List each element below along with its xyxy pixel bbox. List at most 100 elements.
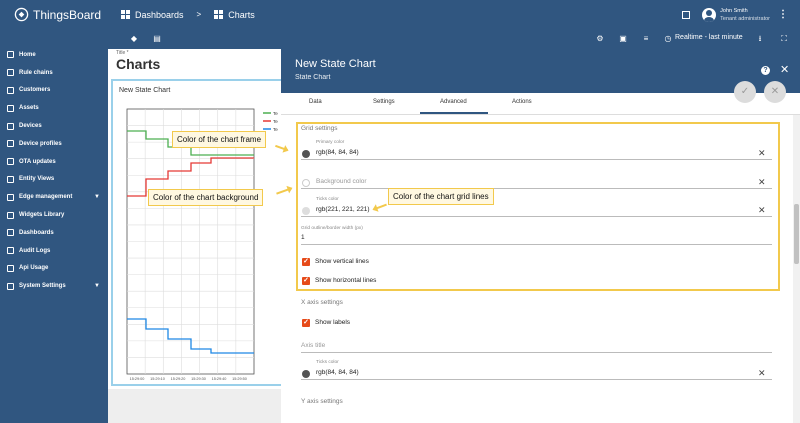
sidebar-item-system-settings[interactable]: System Settings ▼ xyxy=(0,277,108,295)
primary-color-swatch[interactable] xyxy=(302,150,310,158)
clear-ticks-color-icon[interactable]: ✕ xyxy=(758,205,766,215)
x-ticks-color-field[interactable]: rgb(84, 84, 84) xyxy=(316,369,359,376)
logo[interactable]: ThingsBoard xyxy=(0,7,121,22)
sidebar: Home Rule chains Customers Assets Device… xyxy=(0,29,108,423)
sidebar-item-assets[interactable]: Assets xyxy=(0,99,108,117)
sidebar-item-label: OTA updates xyxy=(19,158,56,165)
state-chart-widget[interactable]: New State Chart Te Te Te 15:29:00 15:29:10 15… xyxy=(111,79,296,386)
sidebar-item-label: Devices xyxy=(19,123,42,130)
breadcrumb-dashboards[interactable]: Dashboards xyxy=(135,9,184,20)
scrollbar-thumb[interactable] xyxy=(794,204,799,264)
user-name: John Smith xyxy=(720,7,748,14)
avatar[interactable] xyxy=(702,7,717,22)
tab-actions[interactable]: Actions xyxy=(512,99,532,105)
scrollbar-track[interactable] xyxy=(793,115,800,423)
outline-width-label: Grid outline/border width (px) xyxy=(301,226,363,231)
clear-x-ticks-color-icon[interactable]: ✕ xyxy=(758,368,766,378)
field-underline xyxy=(301,244,772,245)
x-tick-label: 15:29:20 xyxy=(171,377,186,381)
legend-label: Te xyxy=(273,111,278,116)
active-tab-indicator xyxy=(420,112,488,114)
sidebar-item-ota-updates[interactable]: OTA updates xyxy=(0,153,108,171)
top-bar: ThingsBoard Dashboards > Charts John Smi… xyxy=(0,0,800,29)
sidebar-item-widgets-library[interactable]: Widgets Library xyxy=(0,206,108,224)
api-icon xyxy=(7,264,14,272)
sidebar-item-home[interactable]: Home xyxy=(0,46,108,64)
sidebar-item-entity-views[interactable]: Entity Views xyxy=(0,171,108,189)
clock-icon[interactable]: ◷ xyxy=(664,34,672,43)
tab-settings[interactable]: Settings xyxy=(373,99,395,105)
tab-advanced[interactable]: Advanced xyxy=(440,99,467,105)
fullscreen-icon[interactable] xyxy=(682,10,691,19)
tab-data[interactable]: Data xyxy=(309,99,322,105)
chevron-down-icon: ▼ xyxy=(94,194,100,201)
dashboard-icon xyxy=(214,10,224,19)
ticks-color-field[interactable]: rgb(221, 221, 221) xyxy=(316,206,370,213)
x-ticks-color-label: Ticks color xyxy=(316,360,339,365)
axis-title-field[interactable]: Axis title xyxy=(301,342,326,349)
outline-width-field[interactable]: 1 xyxy=(301,234,305,241)
background-color-swatch[interactable] xyxy=(302,179,310,187)
sidebar-item-device-profiles[interactable]: Device profiles xyxy=(0,135,108,153)
panel-header: New State Chart State Chart ? ✕ xyxy=(281,49,800,93)
callout-background-color: Color of the chart background xyxy=(148,189,264,206)
sidebar-item-label: Entity Views xyxy=(19,176,55,183)
entity-aliases-icon[interactable]: ▣ xyxy=(619,34,627,43)
clear-background-color-icon[interactable]: ✕ xyxy=(758,177,766,187)
grid-settings-highlight xyxy=(296,122,780,291)
sidebar-item-audit-logs[interactable]: Audit Logs xyxy=(0,242,108,260)
customers-icon xyxy=(7,86,14,94)
field-underline xyxy=(301,352,772,353)
dashboard-title[interactable]: Charts xyxy=(116,56,161,72)
layout-icon[interactable]: ▤ xyxy=(153,34,161,43)
timewindow-label[interactable]: Realtime - last minute xyxy=(675,34,743,41)
more-vert-icon[interactable]: ⋮ xyxy=(778,9,788,20)
entity-views-icon xyxy=(7,175,14,183)
widget-title: New State Chart xyxy=(119,87,171,94)
sidebar-item-edge-management[interactable]: Edge management ▼ xyxy=(0,188,108,206)
series-line xyxy=(127,130,254,156)
widgets-icon xyxy=(7,211,14,219)
sidebar-item-devices[interactable]: Devices xyxy=(0,117,108,135)
callout-grid-lines-color: Color of the chart grid lines xyxy=(388,188,494,205)
sidebar-item-api-usage[interactable]: Api Usage xyxy=(0,260,108,278)
primary-color-field[interactable]: rgb(84, 84, 84) xyxy=(316,149,359,156)
edge-icon xyxy=(7,193,14,201)
breadcrumb-charts: Charts xyxy=(228,9,255,20)
download-icon[interactable]: ⭳ xyxy=(758,34,762,43)
sidebar-item-customers[interactable]: Customers xyxy=(0,82,108,100)
show-horizontal-lines-checkbox[interactable]: ✓ xyxy=(302,277,310,285)
device-profiles-icon xyxy=(7,140,14,148)
filter-icon[interactable]: ≡ xyxy=(643,34,649,43)
sidebar-item-label: Assets xyxy=(19,105,39,112)
sidebar-item-label: Rule chains xyxy=(19,69,53,76)
thingsboard-logo-icon xyxy=(14,7,29,22)
discard-button[interactable]: ✕ xyxy=(764,81,786,103)
series-line xyxy=(127,318,254,354)
series-line xyxy=(127,157,254,197)
background-color-field[interactable]: Background color xyxy=(316,178,367,185)
sidebar-item-rule-chains[interactable]: Rule chains xyxy=(0,64,108,82)
gear-icon[interactable]: ⚙ xyxy=(596,34,604,43)
x-ticks-color-swatch[interactable] xyxy=(302,370,310,378)
help-icon[interactable]: ? xyxy=(761,66,770,75)
grid-settings-heading: Grid settings xyxy=(301,125,338,132)
fullscreen-icon[interactable]: ⛶ xyxy=(781,34,787,43)
clear-primary-color-icon[interactable]: ✕ xyxy=(758,148,766,158)
field-underline xyxy=(301,188,772,189)
ticks-color-swatch[interactable] xyxy=(302,207,310,215)
audit-icon xyxy=(7,247,14,255)
sidebar-item-dashboards[interactable]: Dashboards xyxy=(0,224,108,242)
show-horizontal-lines-label: Show horizontal lines xyxy=(315,277,377,284)
apply-button[interactable]: ✓ xyxy=(734,81,756,103)
user-info[interactable]: John Smith Tenant administrator xyxy=(720,7,770,23)
show-labels-checkbox[interactable]: ✓ xyxy=(302,319,310,327)
tabs-bar: Data Settings Advanced Actions xyxy=(281,93,800,115)
show-vertical-lines-checkbox[interactable]: ✓ xyxy=(302,258,310,266)
ticks-color-label: Ticks color xyxy=(316,197,339,202)
dashboard-toolbar: ◆ ▤ ⚙ ▣ ≡ ◷ Realtime - last minute ⭳ ⛶ xyxy=(108,29,800,49)
sidebar-item-label: Audit Logs xyxy=(19,247,51,254)
field-underline xyxy=(301,159,772,160)
layers-icon[interactable]: ◆ xyxy=(130,34,138,43)
close-icon[interactable]: ✕ xyxy=(780,64,790,76)
